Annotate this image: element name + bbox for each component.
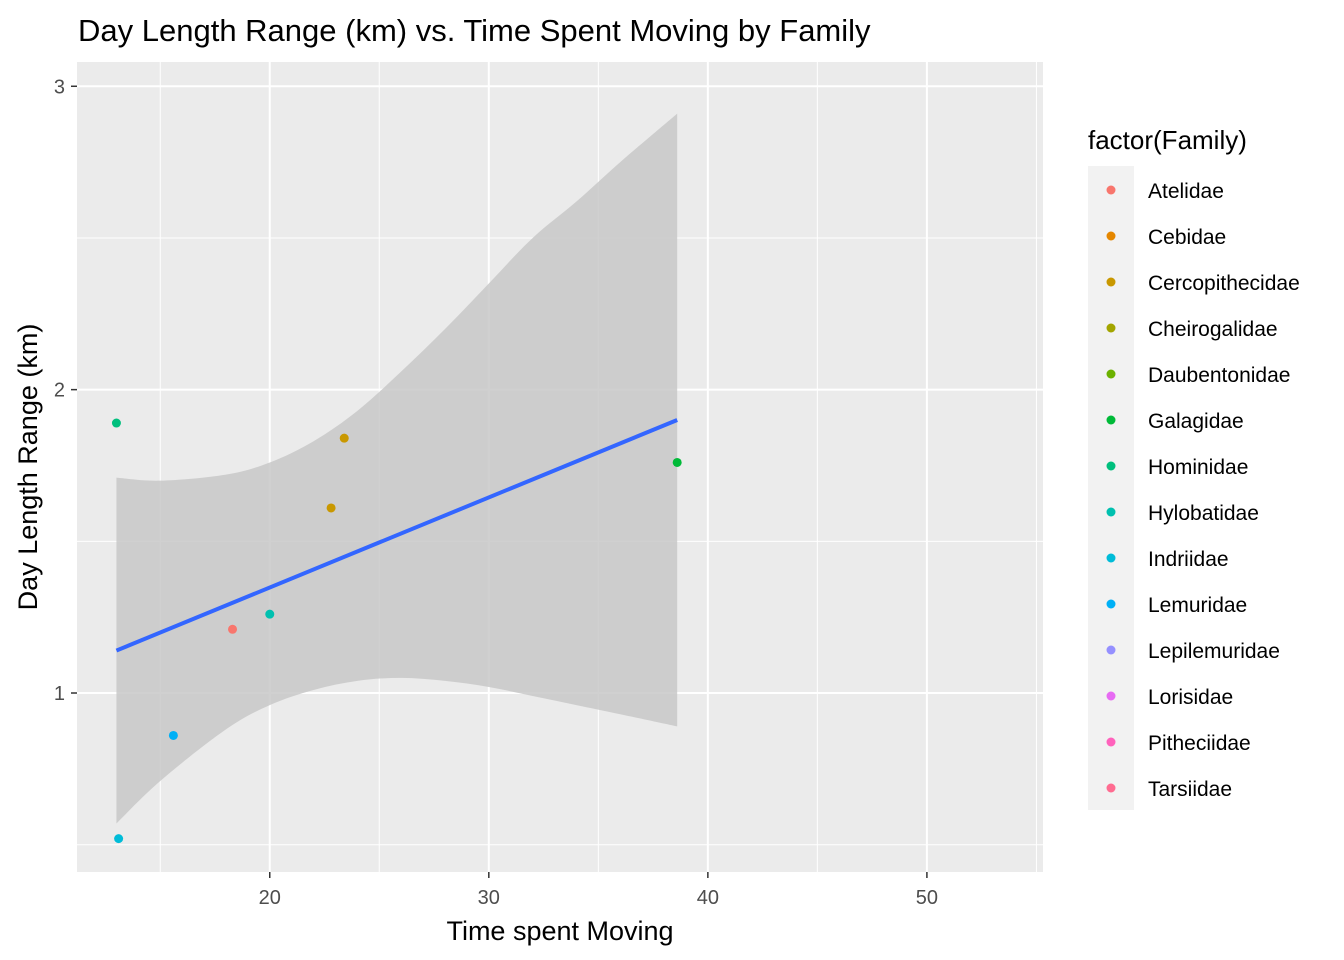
data-point-hylobatidae [265,609,275,619]
regression-line [115,418,678,653]
confidence-band-layer [116,113,678,824]
legend-label-pitheciidae: Pitheciidae [1148,732,1251,755]
legend-label-atelidae: Atelidae [1148,180,1224,203]
data-point-indriidae [114,834,124,844]
legend-key-cheirogalidae [1106,323,1116,333]
x-tick-label: 40 [697,887,719,909]
legend-label-hylobatidae: Hylobatidae [1148,502,1259,525]
data-point-galagidae [672,457,682,467]
confidence-band [116,113,678,824]
legend-key-cebidae [1106,231,1116,241]
legend-key-indriidae [1106,553,1116,563]
data-point-lemuridae [168,730,178,740]
legend-key-lepilemuridae [1106,645,1116,655]
y-axis: 1 2 3 [54,76,77,705]
legend-title: factor(Family) [1088,125,1247,155]
legend: factor(Family) Atelidae Cebidae Cercopithe… [1088,125,1300,810]
legend-label-lemuridae: Lemuridae [1148,594,1247,617]
y-tick-label: 1 [54,683,65,705]
legend-key-tarsiidae [1106,783,1116,793]
legend-key-cercopithecidae [1106,277,1116,287]
x-tick-label: 30 [478,887,500,909]
legend-key-lemuridae [1106,599,1116,609]
legend-key-daubentonidae [1106,369,1116,379]
data-point-cercopithecidae [326,503,336,513]
x-tick-label: 20 [259,887,281,909]
legend-label-lepilemuridae: Lepilemuridae [1148,640,1280,663]
legend-label-indriidae: Indriidae [1148,548,1229,571]
legend-label-galagidae: Galagidae [1148,410,1244,433]
legend-label-daubentonidae: Daubentonidae [1148,364,1290,387]
legend-label-lorisidae: Lorisidae [1148,686,1233,709]
legend-label-cebidae: Cebidae [1148,226,1226,249]
y-axis-title: Day Length Range (km) [13,324,43,611]
legend-label-tarsiidae: Tarsiidae [1148,778,1232,801]
data-point-cercopithecidae [339,433,349,443]
legend-key-pitheciidae [1106,737,1116,747]
x-axis-title: Time spent Moving [446,916,673,946]
legend-label-hominidae: Hominidae [1148,456,1248,479]
data-points [111,418,682,844]
chart-title: Day Length Range (km) vs. Time Spent Mov… [78,13,871,48]
legend-key-lorisidae [1106,691,1116,701]
fit-line-layer [115,418,678,653]
legend-label-cercopithecidae: Cercopithecidae [1148,272,1300,295]
legend-key-atelidae [1106,185,1116,195]
legend-key-hylobatidae [1106,507,1116,517]
legend-label-cheirogalidae: Cheirogalidae [1148,318,1278,341]
data-point-atelidae [228,624,238,634]
y-tick-label: 3 [54,76,65,98]
data-point-hominidae [111,418,121,428]
legend-key-galagidae [1106,415,1116,425]
x-tick-label: 50 [916,887,938,909]
x-axis: 20 30 40 50 [259,872,938,909]
y-tick-label: 2 [54,380,65,402]
legend-key-background [1088,166,1134,810]
legend-key-hominidae [1106,461,1116,471]
